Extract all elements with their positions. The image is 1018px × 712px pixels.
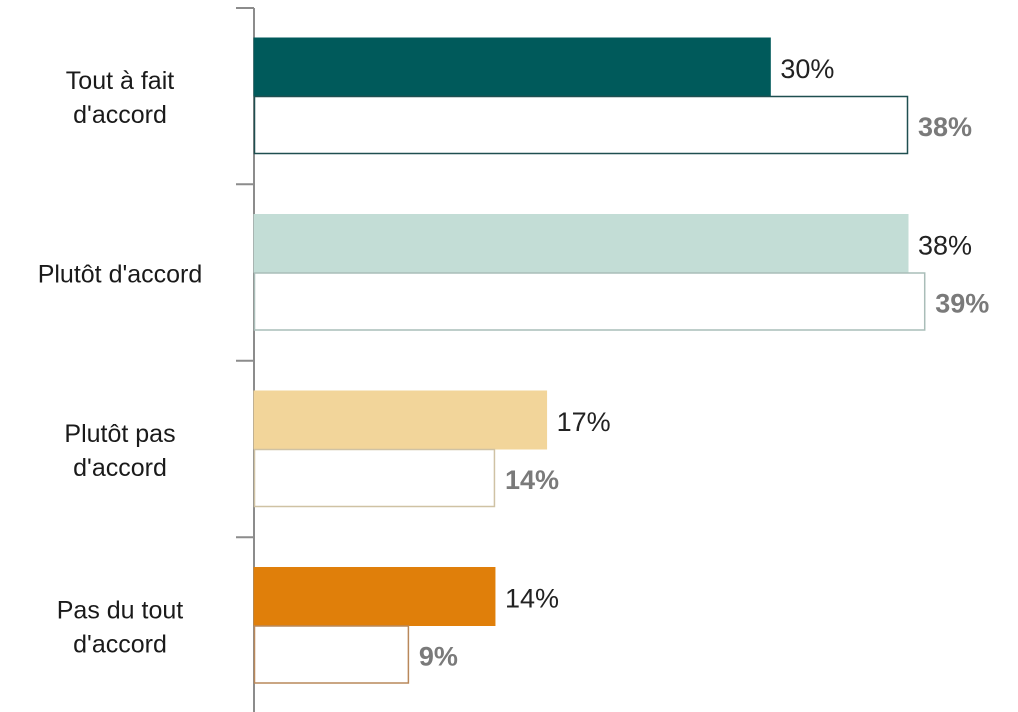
bar-series-1 xyxy=(253,567,496,626)
data-label-series-2: 39% xyxy=(935,289,989,319)
bar-series-2 xyxy=(253,272,926,331)
bar-series-2 xyxy=(253,625,410,684)
category-label: Tout à fait d'accord xyxy=(66,67,174,129)
bar-series-2 xyxy=(253,448,496,508)
category-label-line: Plutôt d'accord xyxy=(38,261,203,289)
category-label-line: Tout à fait xyxy=(66,67,174,95)
bar-series-2 xyxy=(253,95,909,155)
category-label-line: d'accord xyxy=(73,454,167,482)
data-label-series-1: 17% xyxy=(557,407,611,437)
data-label-series-2: 14% xyxy=(505,465,559,495)
data-label-series-2: 38% xyxy=(918,112,972,142)
data-label-series-2: 9% xyxy=(419,642,458,672)
category-label-line: d'accord xyxy=(73,101,167,129)
bars-layer xyxy=(253,37,926,684)
category-label: Plutôt d'accord xyxy=(38,261,203,289)
category-label: Plutôt pas d'accord xyxy=(64,420,175,482)
category-label-line: Pas du tout xyxy=(57,597,184,625)
category-label-line: d'accord xyxy=(73,631,167,659)
category-label-line: Plutôt pas xyxy=(64,420,175,448)
axis-layer xyxy=(236,7,255,712)
data-label-series-1: 14% xyxy=(505,584,559,614)
bar-series-1 xyxy=(253,37,771,97)
data-label-series-1: 30% xyxy=(780,54,834,84)
data-label-series-1: 38% xyxy=(918,231,972,261)
labels-layer: 30% 38% Tout à fait d'accord 38% 39% Plutôt d'… xyxy=(38,54,990,672)
bar-series-1 xyxy=(253,390,548,450)
category-label: Pas du tout d'accord xyxy=(57,597,184,659)
bar-series-1 xyxy=(253,214,909,273)
